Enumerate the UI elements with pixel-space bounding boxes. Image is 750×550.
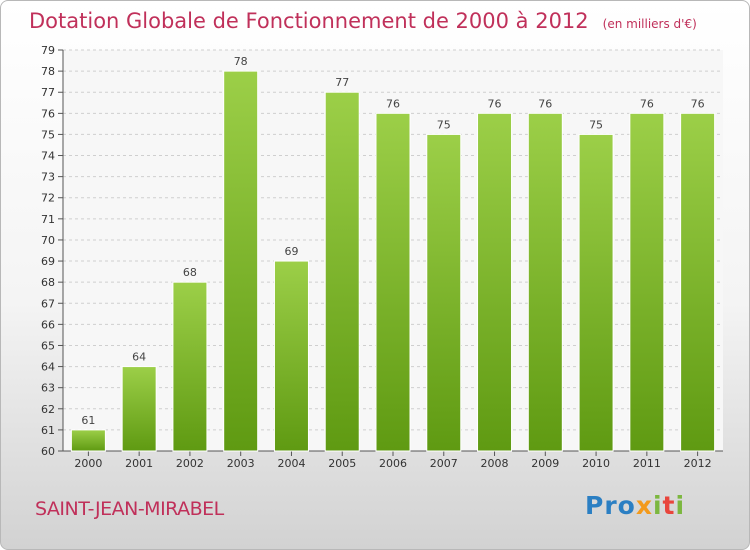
y-tick-label: 64 bbox=[41, 361, 55, 374]
y-tick-label: 77 bbox=[41, 86, 55, 99]
x-tick-labels: 2000 2001 2002 2003 2004 2005 2006 2007 2008 2009… bbox=[74, 457, 711, 470]
bar-2005 bbox=[324, 91, 360, 452]
y-tick-label: 67 bbox=[41, 297, 55, 310]
bar-2011 bbox=[629, 112, 665, 452]
y-tick-label: 79 bbox=[41, 44, 55, 57]
data-label-2010: 75 bbox=[589, 118, 603, 131]
data-label-2012: 76 bbox=[691, 97, 705, 110]
y-tick-label: 62 bbox=[41, 403, 55, 416]
x-tick-label-2007: 2007 bbox=[430, 457, 458, 470]
bar-2006 bbox=[375, 112, 411, 452]
data-label-2002: 68 bbox=[183, 266, 197, 279]
y-tick-label: 75 bbox=[41, 128, 55, 141]
x-tick-label-2003: 2003 bbox=[227, 457, 255, 470]
proxiti-logo: Proxiti bbox=[585, 491, 686, 520]
y-tick-label: 65 bbox=[41, 339, 55, 352]
data-label-2006: 76 bbox=[386, 97, 400, 110]
chart-title: Dotation Globale de Fonctionnement de 20… bbox=[29, 9, 697, 33]
data-label-2004: 69 bbox=[284, 245, 298, 258]
x-tick-label-2001: 2001 bbox=[125, 457, 153, 470]
x-tick-label-2006: 2006 bbox=[379, 457, 407, 470]
data-label-2001: 64 bbox=[132, 351, 146, 364]
y-tick-label: 68 bbox=[41, 276, 55, 289]
commune-name: SAINT-JEAN-MIRABEL bbox=[35, 498, 224, 520]
y-tick-label: 72 bbox=[41, 192, 55, 205]
y-tick-label: 78 bbox=[41, 65, 55, 78]
data-label-2007: 75 bbox=[437, 118, 451, 131]
bar-2010 bbox=[578, 133, 614, 452]
y-tick-label: 76 bbox=[41, 107, 55, 120]
x-tick-label-2005: 2005 bbox=[328, 457, 356, 470]
bar-2007 bbox=[426, 133, 462, 452]
data-labels: 61 64 68 78 69 77 76 75 76 76 75 76 76 bbox=[81, 55, 704, 427]
y-tick-label: 71 bbox=[41, 213, 55, 226]
y-tick-label: 74 bbox=[41, 150, 55, 163]
y-tick-label: 60 bbox=[41, 445, 55, 458]
chart-subtitle: (en milliers d'€) bbox=[602, 17, 697, 31]
chart-title-text: Dotation Globale de Fonctionnement de 20… bbox=[29, 9, 589, 33]
x-tick-label-2011: 2011 bbox=[633, 457, 661, 470]
data-label-2003: 78 bbox=[234, 55, 248, 68]
data-label-2000: 61 bbox=[81, 414, 95, 427]
y-tick-labels: 60 61 62 63 64 65 66 67 68 69 70 71 72 73 74 75 76 77 78 79 bbox=[41, 44, 55, 458]
x-tick-label-2008: 2008 bbox=[481, 457, 509, 470]
y-tick-label: 69 bbox=[41, 255, 55, 268]
x-tick-label-2004: 2004 bbox=[277, 457, 305, 470]
y-tick-label: 70 bbox=[41, 234, 55, 247]
data-label-2011: 76 bbox=[640, 97, 654, 110]
bar-2009 bbox=[527, 112, 563, 452]
bars bbox=[70, 70, 716, 452]
bar-2004 bbox=[273, 260, 309, 452]
bar-2002 bbox=[172, 281, 208, 452]
y-tick-label: 63 bbox=[41, 382, 55, 395]
x-tick-label-2012: 2012 bbox=[684, 457, 712, 470]
x-tick-label-2010: 2010 bbox=[582, 457, 610, 470]
bar-2003 bbox=[223, 70, 259, 452]
x-tick-label-2009: 2009 bbox=[531, 457, 559, 470]
y-tick-label: 66 bbox=[41, 318, 55, 331]
bar-2001 bbox=[121, 366, 157, 452]
data-label-2009: 76 bbox=[538, 97, 552, 110]
y-tick-label: 61 bbox=[41, 424, 55, 437]
x-tick-label-2000: 2000 bbox=[74, 457, 102, 470]
y-tick-label: 73 bbox=[41, 171, 55, 184]
data-label-2008: 76 bbox=[488, 97, 502, 110]
x-tick-label-2002: 2002 bbox=[176, 457, 204, 470]
bar-2000 bbox=[70, 429, 106, 452]
bar-2008 bbox=[477, 112, 513, 452]
bar-2012 bbox=[680, 112, 716, 452]
data-label-2005: 77 bbox=[335, 76, 349, 89]
